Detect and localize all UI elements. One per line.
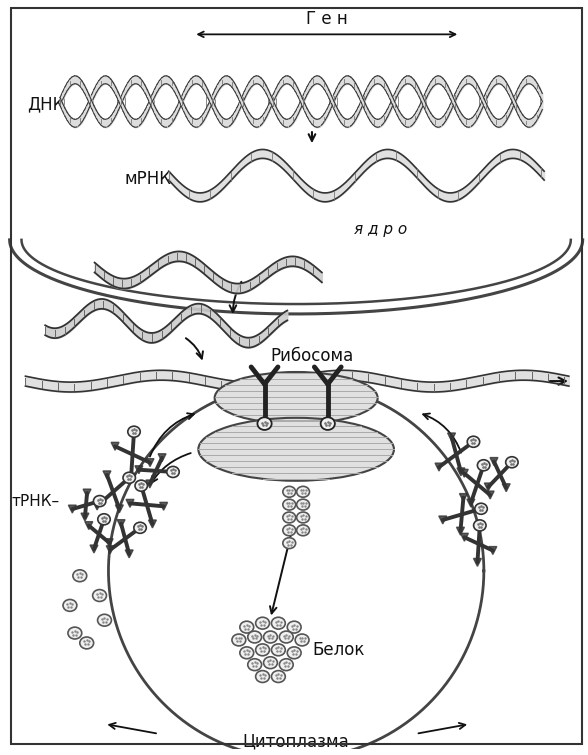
Polygon shape (93, 502, 101, 510)
Ellipse shape (240, 647, 253, 659)
Polygon shape (111, 442, 119, 450)
Ellipse shape (80, 637, 93, 649)
Polygon shape (435, 463, 443, 471)
Ellipse shape (288, 647, 301, 659)
Polygon shape (460, 470, 468, 477)
Ellipse shape (283, 499, 296, 510)
Ellipse shape (232, 634, 246, 646)
Ellipse shape (506, 457, 518, 468)
Ellipse shape (73, 570, 86, 581)
Ellipse shape (288, 621, 301, 633)
Polygon shape (502, 484, 510, 492)
Ellipse shape (68, 627, 82, 639)
Polygon shape (158, 454, 166, 461)
Polygon shape (106, 546, 114, 553)
Polygon shape (90, 545, 98, 553)
Ellipse shape (248, 631, 262, 643)
Polygon shape (146, 480, 154, 488)
Ellipse shape (263, 631, 278, 643)
Ellipse shape (256, 644, 269, 656)
Ellipse shape (134, 522, 146, 533)
Ellipse shape (198, 418, 394, 481)
Ellipse shape (283, 512, 296, 523)
Text: Цитоплазма: Цитоплазма (243, 733, 349, 750)
Polygon shape (460, 533, 469, 541)
Polygon shape (135, 466, 143, 473)
Polygon shape (127, 473, 135, 481)
Ellipse shape (215, 372, 377, 424)
Polygon shape (85, 522, 93, 529)
Ellipse shape (256, 618, 269, 629)
Ellipse shape (248, 659, 262, 670)
Ellipse shape (135, 480, 148, 492)
Ellipse shape (297, 512, 309, 523)
Ellipse shape (297, 525, 309, 536)
Ellipse shape (320, 418, 335, 430)
Polygon shape (105, 539, 113, 547)
Polygon shape (457, 468, 465, 476)
Polygon shape (126, 499, 134, 507)
Polygon shape (447, 433, 456, 441)
Polygon shape (459, 494, 467, 501)
Ellipse shape (283, 486, 296, 498)
Ellipse shape (283, 525, 296, 536)
Polygon shape (490, 458, 498, 466)
Text: Белок: Белок (312, 641, 365, 659)
Ellipse shape (263, 657, 278, 669)
Ellipse shape (98, 615, 111, 626)
Ellipse shape (258, 418, 272, 430)
Text: тРНК–: тРНК– (12, 495, 60, 509)
Polygon shape (439, 516, 447, 524)
Polygon shape (81, 513, 89, 521)
Ellipse shape (93, 590, 106, 602)
Polygon shape (489, 547, 497, 554)
Ellipse shape (475, 504, 487, 514)
Polygon shape (83, 489, 91, 497)
Ellipse shape (256, 670, 269, 683)
Ellipse shape (473, 520, 486, 531)
Text: Рибосома: Рибосома (270, 347, 353, 365)
Ellipse shape (477, 460, 490, 471)
Polygon shape (149, 520, 156, 528)
Ellipse shape (295, 634, 309, 646)
Ellipse shape (279, 659, 293, 670)
Polygon shape (456, 527, 465, 535)
Polygon shape (146, 459, 154, 467)
Ellipse shape (167, 467, 179, 477)
Ellipse shape (272, 670, 285, 683)
Polygon shape (467, 499, 475, 507)
Ellipse shape (467, 436, 480, 447)
Polygon shape (68, 505, 76, 513)
Text: ДНК: ДНК (28, 95, 65, 113)
Text: мРНК: мРНК (124, 170, 171, 187)
Polygon shape (117, 519, 125, 528)
Ellipse shape (240, 621, 253, 633)
Polygon shape (486, 491, 494, 499)
Ellipse shape (93, 495, 106, 507)
Polygon shape (125, 550, 133, 558)
Polygon shape (103, 471, 111, 479)
Ellipse shape (272, 618, 285, 629)
Polygon shape (473, 559, 482, 566)
Ellipse shape (98, 513, 110, 525)
Ellipse shape (272, 644, 285, 656)
Polygon shape (160, 502, 168, 510)
Polygon shape (115, 505, 123, 513)
Ellipse shape (128, 426, 141, 437)
Text: я д р о: я д р о (355, 223, 407, 238)
Ellipse shape (297, 499, 309, 510)
Ellipse shape (123, 472, 135, 483)
Ellipse shape (63, 599, 77, 612)
Text: Г е н: Г е н (306, 11, 348, 29)
Ellipse shape (279, 631, 293, 643)
Ellipse shape (297, 486, 309, 498)
Ellipse shape (283, 538, 296, 549)
Polygon shape (485, 483, 492, 491)
